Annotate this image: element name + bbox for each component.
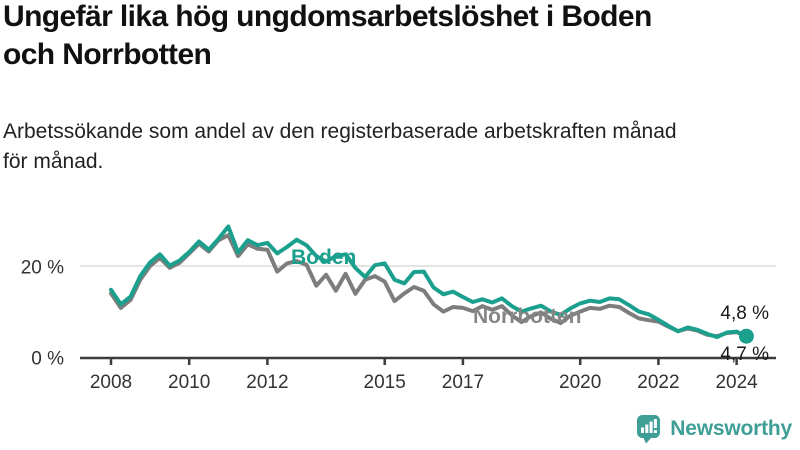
x-tick-label: 2017 <box>442 372 484 393</box>
series-label-norrbotten: Norrbotten <box>473 305 582 328</box>
norrbotten-end-value-label: 4,7 % <box>720 344 769 365</box>
y-tick-label: 0 % <box>31 349 64 370</box>
x-tick-labels: 2008 2010 2012 2015 2017 2020 2022 2024 <box>90 372 758 393</box>
chart-subtitle-line1: Arbetssökande som andel av den registerb… <box>3 120 677 143</box>
boden-end-value-label: 4,8 % <box>720 303 769 324</box>
page-title-line2: och Norrbotten <box>3 38 212 71</box>
bar-chart-speech-bubble-icon <box>637 415 661 444</box>
x-tick-label: 2012 <box>246 372 288 393</box>
boden-line <box>109 224 749 340</box>
page-title-line1: Ungefär lika hög ungdomsarbetslöshet i B… <box>3 0 652 33</box>
brand-name: Newsworthy <box>670 417 792 440</box>
x-tick-label: 2020 <box>559 372 601 393</box>
x-tick-label: 2015 <box>364 372 406 393</box>
page-title: Ungefär lika hög ungdomsarbetslöshet i B… <box>3 0 793 74</box>
y-tick-label: 20 % <box>21 258 64 279</box>
chart-subtitle: Arbetssökande som andel av den registerb… <box>3 117 793 177</box>
x-tick-marks <box>109 358 738 365</box>
newsworthy-brand: Newsworthy <box>636 414 792 444</box>
boden-end-dot <box>738 328 754 344</box>
chart-subtitle-line2: för månad. <box>3 150 104 173</box>
series-label-boden: Boden <box>291 246 357 269</box>
y-tick-labels: 0 % 20 % <box>21 258 64 370</box>
x-tick-label: 2022 <box>637 372 679 393</box>
x-tick-label: 2008 <box>90 372 132 393</box>
x-tick-label: 2010 <box>168 372 210 393</box>
norrbotten-line <box>109 233 749 339</box>
x-tick-label: 2024 <box>715 372 758 393</box>
